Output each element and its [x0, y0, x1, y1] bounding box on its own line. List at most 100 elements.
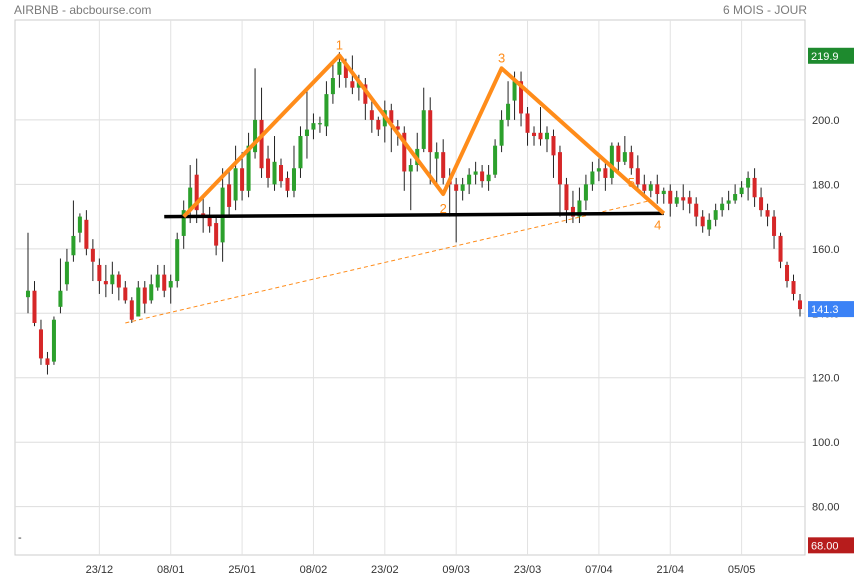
- candle-body: [90, 248, 95, 262]
- candle-body: [376, 119, 381, 130]
- candle: [473, 161, 478, 185]
- candle: [129, 297, 134, 323]
- candle: [739, 181, 744, 198]
- candle-body: [428, 110, 433, 153]
- candle-body: [480, 171, 485, 182]
- candle: [622, 136, 627, 166]
- x-tick-label: 23/12: [86, 564, 114, 576]
- candle: [363, 78, 368, 120]
- high-price-pill-bg: [808, 47, 854, 64]
- candle-body: [629, 152, 634, 169]
- candle: [785, 261, 790, 288]
- candle-body: [512, 81, 517, 101]
- candle: [609, 142, 614, 185]
- candle-body: [791, 281, 796, 294]
- candle: [71, 200, 76, 262]
- candle-body: [506, 103, 511, 120]
- candle: [544, 126, 550, 153]
- period-label: 6 MOIS - JOUR: [722, 3, 807, 17]
- candle: [155, 264, 160, 291]
- candle: [759, 187, 764, 217]
- candle: [648, 181, 653, 198]
- candle-body: [149, 284, 154, 301]
- candle: [266, 145, 271, 188]
- candle-body: [188, 187, 193, 211]
- candle-body: [77, 216, 82, 233]
- candle: [84, 210, 89, 256]
- x-tick-label: 09/03: [442, 564, 470, 576]
- candle: [32, 281, 37, 327]
- y-tick-label: 100.0: [812, 437, 840, 449]
- candle-body: [570, 206, 575, 217]
- last-price-pill: 141.3: [808, 301, 854, 318]
- candle-body: [304, 129, 309, 137]
- pattern-point-label: 3: [498, 50, 505, 65]
- high-price-pill-text: 219.9: [811, 51, 839, 63]
- candle: [570, 190, 575, 224]
- candle: [493, 139, 498, 178]
- candle-body: [778, 235, 783, 262]
- candle: [778, 232, 783, 269]
- candle: [687, 190, 692, 214]
- candle: [765, 203, 770, 227]
- candle: [616, 142, 621, 175]
- candle-body: [467, 174, 472, 185]
- candle-body: [772, 216, 777, 236]
- candle-body: [733, 194, 738, 201]
- candle-body: [259, 119, 264, 169]
- chart-title: AIRBNB - abcbourse.com: [14, 3, 152, 17]
- candle-body: [110, 274, 115, 285]
- candle-body: [246, 145, 251, 191]
- candle-body: [363, 84, 368, 104]
- candle: [330, 61, 335, 104]
- candle-body: [635, 168, 640, 185]
- candle-body: [583, 184, 588, 201]
- candle-body: [253, 119, 258, 153]
- candle-body: [493, 145, 498, 175]
- candle: [311, 113, 316, 140]
- low-price-pill: 68.00: [808, 537, 854, 554]
- candle-body: [557, 152, 562, 185]
- x-tick-label: 25/01: [228, 564, 256, 576]
- candle-body: [408, 165, 413, 172]
- candle-body: [58, 290, 63, 307]
- candle-body: [661, 190, 666, 195]
- candle-body: [700, 216, 705, 227]
- pattern-overlays: 1 2 3 5 4: [125, 37, 666, 324]
- candle: [421, 87, 426, 153]
- pattern-point-label: 1: [336, 37, 343, 52]
- pattern-point-label: 5: [628, 175, 635, 190]
- candle-body: [532, 132, 537, 137]
- candle-body: [622, 152, 627, 162]
- candle: [227, 171, 232, 217]
- candle: [291, 145, 296, 198]
- candle-body: [337, 61, 342, 75]
- candle: [110, 261, 115, 294]
- candle: [590, 161, 595, 191]
- x-tick-label: 08/02: [300, 564, 328, 576]
- low-price-pill-text: 68.00: [811, 540, 839, 552]
- candle: [551, 129, 556, 178]
- candle-body: [499, 119, 504, 146]
- candle-body: [175, 239, 180, 282]
- candle-body: [311, 123, 316, 130]
- candle-body: [64, 261, 69, 285]
- low-price-pill-bg: [808, 537, 854, 554]
- plot-area: [14, 19, 806, 556]
- x-axis: 23/12 08/01 25/01 08/02 23/02 09/03 23/03 07/04…: [86, 564, 756, 576]
- candle: [434, 142, 439, 185]
- candle-body: [324, 94, 329, 127]
- candle: [557, 145, 562, 217]
- candle-body: [142, 287, 147, 304]
- candle-body: [739, 187, 744, 195]
- candle-body: [97, 264, 102, 282]
- candle-body: [227, 184, 232, 207]
- candle-body: [395, 126, 400, 130]
- candle-body: [181, 210, 186, 236]
- candle: [64, 248, 69, 291]
- candle: [51, 316, 56, 365]
- candle: [519, 71, 524, 127]
- candle-body: [720, 203, 725, 211]
- last-price-pill-text: 141.3: [811, 304, 839, 316]
